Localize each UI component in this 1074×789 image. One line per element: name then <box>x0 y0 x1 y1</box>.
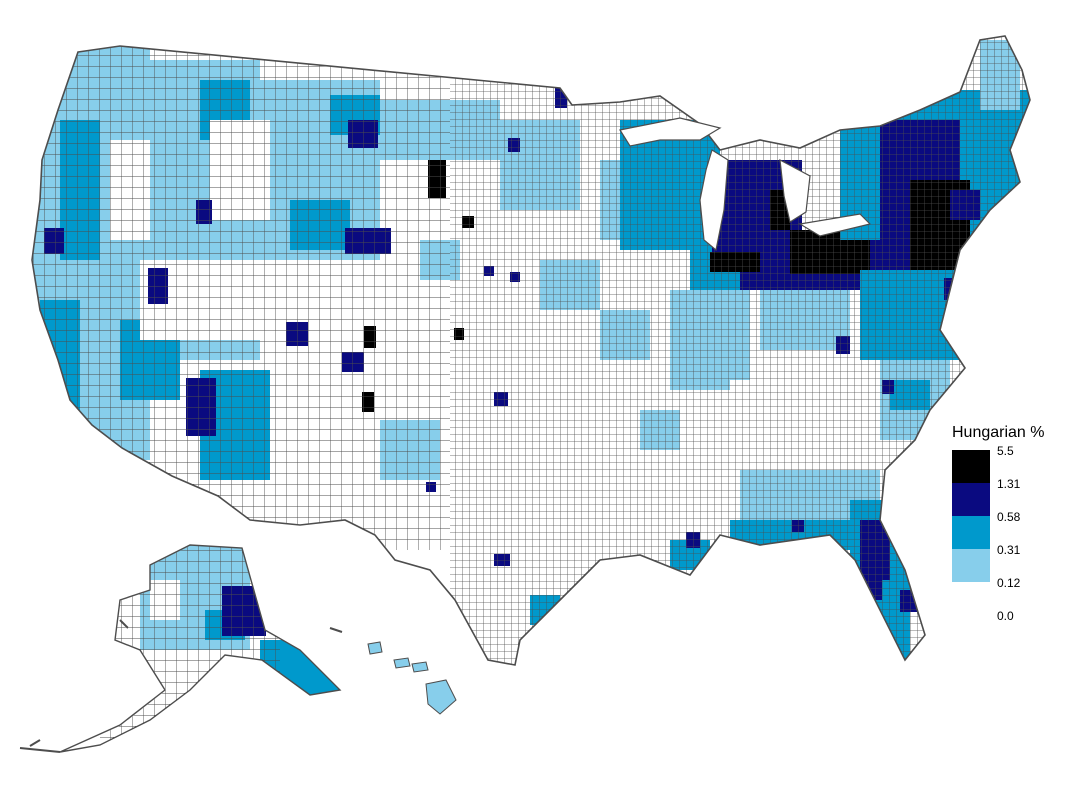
legend-break-label: 0.0 <box>997 609 1014 623</box>
hawaii <box>367 641 457 715</box>
legend-break-label: 0.31 <box>997 543 1021 557</box>
alaska <box>19 544 343 753</box>
legend-swatch <box>952 582 990 615</box>
legend-break-label: 0.12 <box>997 576 1021 590</box>
legend-break-label: 5.5 <box>997 444 1014 458</box>
legend-swatch <box>952 450 990 483</box>
legend-break-label: 1.31 <box>997 477 1021 491</box>
legend-swatch <box>952 549 990 582</box>
lake-superior <box>619 117 722 147</box>
legend: Hungarian % 5.5 1.31 0.58 0.31 0.12 0.0 <box>952 424 1070 650</box>
lake-huron <box>779 158 811 223</box>
lake-erie <box>798 213 872 237</box>
legend-swatch <box>952 483 990 516</box>
legend-body: 5.5 1.31 0.58 0.31 0.12 0.0 <box>952 445 1070 650</box>
legend-title: Hungarian % <box>952 424 1045 441</box>
legend-break-label: 0.58 <box>997 510 1021 524</box>
lake-michigan <box>699 149 729 252</box>
legend-swatch <box>952 516 990 549</box>
us-outline <box>31 35 1031 666</box>
